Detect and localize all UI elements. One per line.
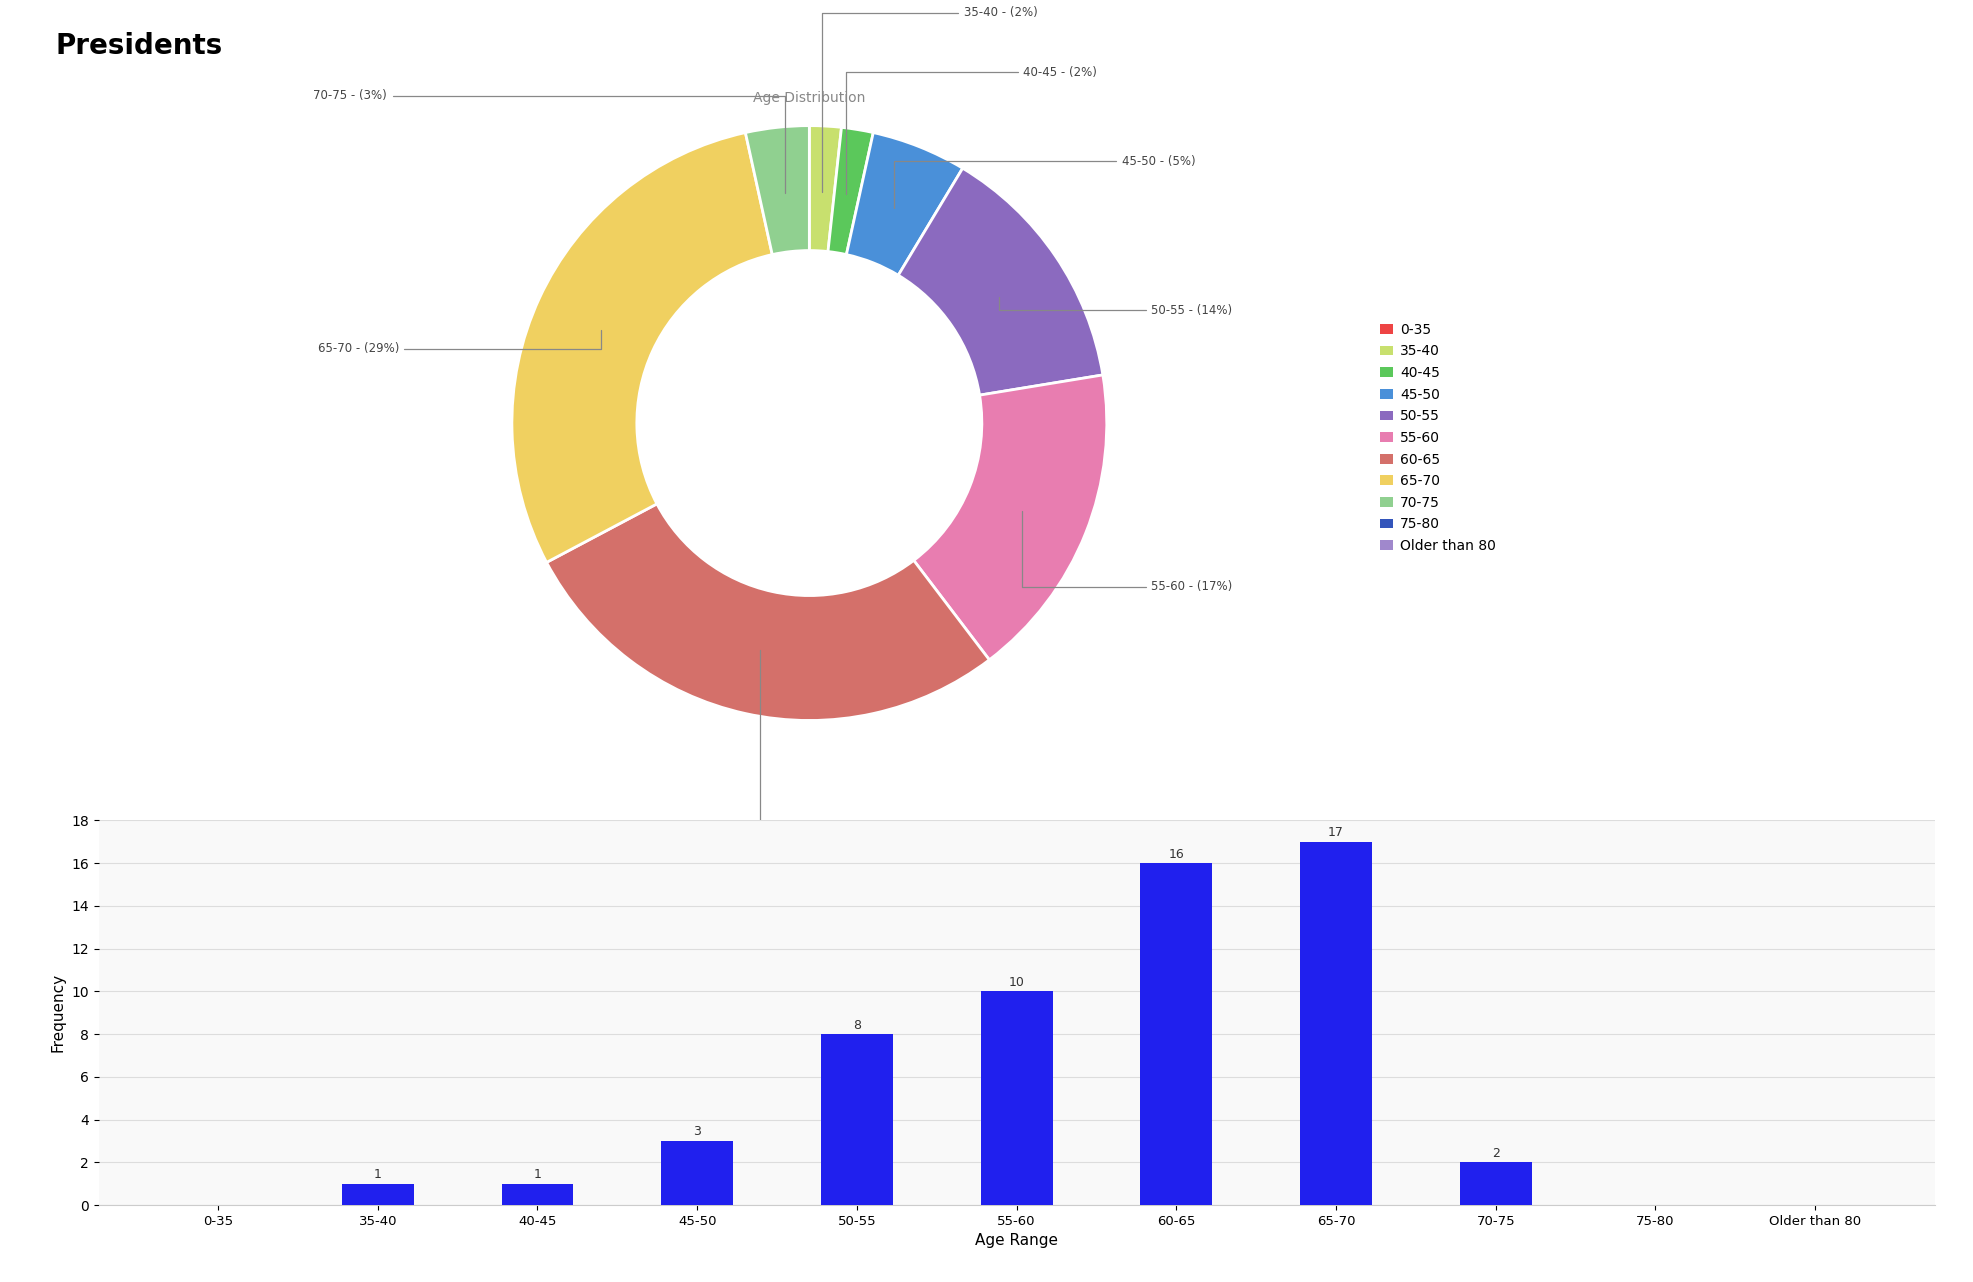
Bar	[981, 991, 1052, 1205]
Y-axis label: Frequency: Frequency	[51, 973, 65, 1053]
Text: 70-75 - (3%): 70-75 - (3%)	[314, 90, 783, 192]
Text: 45-50 - (5%): 45-50 - (5%)	[894, 155, 1196, 208]
Wedge shape	[827, 127, 872, 255]
Text: 55-60 - (17%): 55-60 - (17%)	[1022, 510, 1231, 594]
Wedge shape	[846, 132, 963, 276]
Text: 1: 1	[533, 1168, 541, 1181]
Bar	[661, 1141, 732, 1205]
Text: 17: 17	[1328, 827, 1344, 840]
Text: Presidents: Presidents	[55, 32, 223, 60]
Bar	[1460, 1163, 1531, 1205]
Text: 60-65 - (28%): 60-65 - (28%)	[760, 650, 890, 882]
Text: 1: 1	[373, 1168, 381, 1181]
Text: 50-55 - (14%): 50-55 - (14%)	[998, 297, 1231, 317]
Bar	[1300, 842, 1371, 1205]
Legend: 0-35, 35-40, 40-45, 45-50, 50-55, 55-60, 60-65, 65-70, 70-75, 75-80, Older than : 0-35, 35-40, 40-45, 45-50, 50-55, 55-60,…	[1373, 317, 1501, 559]
Wedge shape	[746, 126, 809, 255]
Bar	[1140, 863, 1211, 1205]
X-axis label: Age Range: Age Range	[975, 1233, 1058, 1249]
Wedge shape	[913, 374, 1107, 660]
Bar	[341, 1183, 414, 1205]
Text: 35-40 - (2%): 35-40 - (2%)	[821, 6, 1038, 191]
Text: 2: 2	[1492, 1147, 1499, 1160]
Text: 8: 8	[852, 1019, 860, 1032]
Wedge shape	[547, 504, 988, 720]
Bar	[821, 1035, 892, 1205]
Wedge shape	[809, 126, 840, 251]
Wedge shape	[511, 132, 771, 563]
Text: 16: 16	[1168, 847, 1184, 860]
Text: 10: 10	[1008, 976, 1024, 988]
Text: 65-70 - (29%): 65-70 - (29%)	[318, 329, 602, 355]
Bar	[501, 1183, 572, 1205]
Wedge shape	[898, 168, 1103, 395]
Title: Age Distribution: Age Distribution	[754, 91, 864, 105]
Text: 40-45 - (2%): 40-45 - (2%)	[846, 65, 1097, 195]
Text: 3: 3	[693, 1126, 700, 1138]
